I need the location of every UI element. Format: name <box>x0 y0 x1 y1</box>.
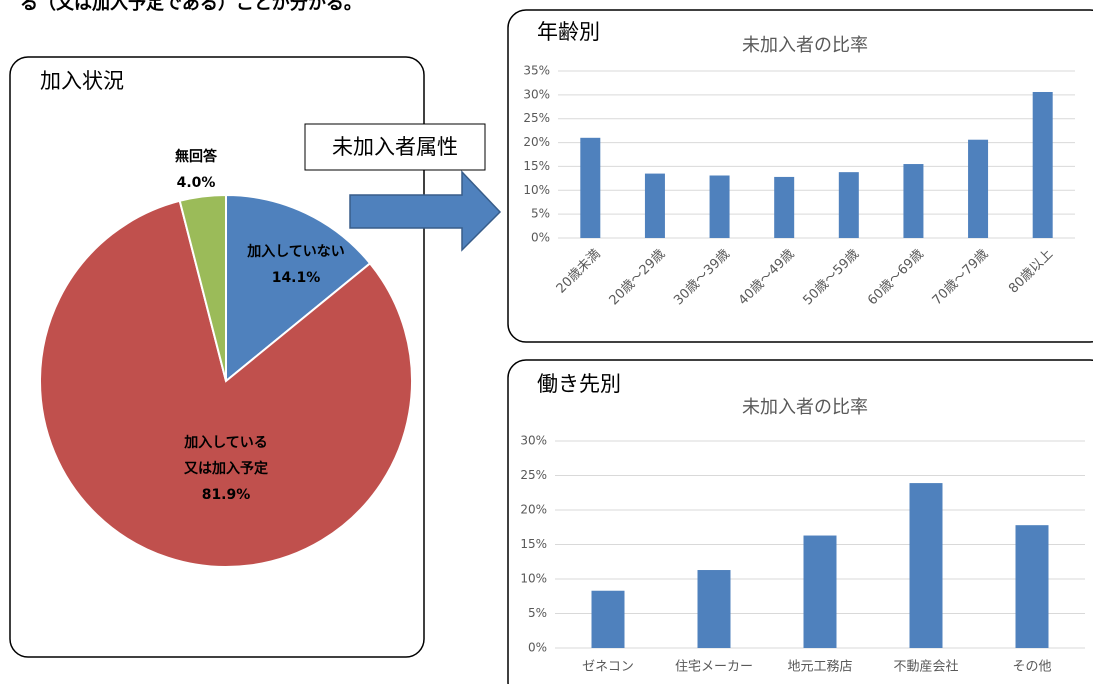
slice-label: 加入していない 14.1% <box>247 239 345 291</box>
work-panel <box>507 359 1093 684</box>
annotation: 未加入者属性 <box>332 135 458 159</box>
x-tick-label: 不動産会社 <box>893 659 958 675</box>
x-tick-label: 80歳以上 <box>1006 247 1056 297</box>
x-tick-label: 30歳～39歳 <box>671 247 733 309</box>
x-tick-label: 70歳～79歳 <box>930 247 992 309</box>
bar <box>838 172 859 238</box>
slice-value: 4.0% <box>176 175 216 191</box>
pie-slice <box>178 193 227 382</box>
pie-panel <box>9 56 425 658</box>
pie-slice <box>39 199 413 568</box>
slice-label: 加入している 又は加入予定 81.9% <box>184 430 268 508</box>
pie-slice <box>225 193 372 384</box>
x-tick-label: 20歳未満 <box>554 247 604 297</box>
y-tick-label: 35% <box>523 64 550 78</box>
y-tick-label: 20% <box>520 503 547 517</box>
x-tick-label: 50歳～59歳 <box>801 247 863 309</box>
y-tick-label: 25% <box>523 111 550 125</box>
arrow <box>349 170 502 252</box>
bar <box>1015 525 1049 648</box>
x-tick-label: 地元工務店 <box>787 660 852 675</box>
slice-category: 加入している 又は加入予定 <box>184 435 268 477</box>
annotation-box <box>304 123 486 171</box>
bar <box>697 570 731 648</box>
chart-title: 未加入者の比率 <box>742 35 868 56</box>
y-tick-label: 15% <box>520 537 547 551</box>
chart-title: 未加入者の比率 <box>742 397 868 418</box>
y-tick-label: 5% <box>528 606 547 620</box>
bar <box>709 175 730 238</box>
y-tick-label: 10% <box>520 572 547 586</box>
slice-label: 無回答 4.0% <box>175 144 217 196</box>
y-tick-label: 0% <box>528 641 547 655</box>
x-tick-label: 住宅メーカー <box>675 660 753 675</box>
pie-title: 加入状況 <box>40 69 124 93</box>
x-tick-label: その他 <box>1012 660 1051 675</box>
bar <box>903 164 924 238</box>
bar <box>774 176 795 238</box>
panel-title: 働き先別 <box>537 372 621 396</box>
y-tick-label: 30% <box>523 87 550 101</box>
y-tick-label: 30% <box>520 434 547 448</box>
y-tick-label: 15% <box>523 159 550 173</box>
x-tick-label: ゼネコン <box>582 660 634 675</box>
slice-category: 加入していない <box>247 244 345 260</box>
y-tick-label: 0% <box>531 231 550 245</box>
panel-title: 年齢別 <box>537 20 600 44</box>
header-text: る（又は加入予定である）ことが分かる。 <box>20 0 362 14</box>
bar <box>968 139 989 238</box>
x-tick-label: 60歳～69歳 <box>865 247 927 309</box>
slice-value: 14.1% <box>271 270 321 286</box>
x-tick-label: 40歳～49歳 <box>736 247 798 309</box>
x-tick-label: 20歳～29歳 <box>607 247 669 309</box>
bar <box>909 483 943 648</box>
y-tick-label: 5% <box>531 207 550 221</box>
slice-value: 81.9% <box>201 487 251 503</box>
y-tick-label: 25% <box>520 468 547 482</box>
bar <box>1032 91 1053 238</box>
y-tick-label: 20% <box>523 135 550 149</box>
slice-category: 無回答 <box>175 149 217 165</box>
y-tick-label: 10% <box>523 183 550 197</box>
age-panel <box>507 9 1093 343</box>
bar <box>580 137 601 238</box>
bar <box>644 173 665 238</box>
bar <box>803 535 837 648</box>
bar <box>591 590 625 648</box>
